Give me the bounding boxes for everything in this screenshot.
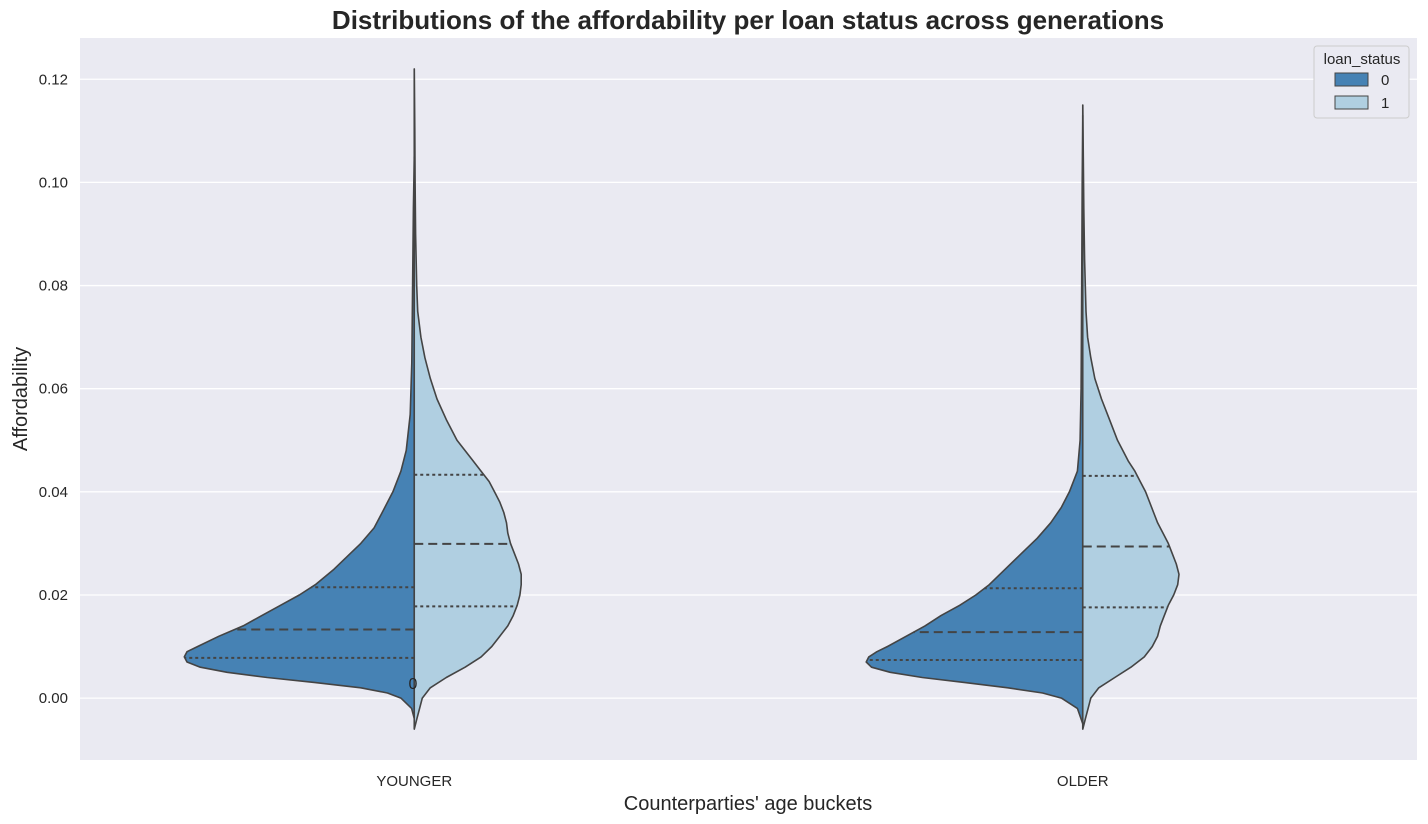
y-tick-0.08: 0.08 — [39, 278, 68, 295]
legend-label-1: 1 — [1381, 95, 1389, 112]
annotation-label: 0 — [409, 676, 418, 693]
violin-older-status-0 — [865, 114, 1084, 725]
gridlines — [80, 78, 1417, 699]
legend-swatch-0 — [1334, 72, 1369, 87]
y-tick-0.02: 0.02 — [39, 587, 68, 604]
legend-label-0: 0 — [1381, 72, 1389, 89]
x-axis-label: Counterparties' age buckets — [624, 793, 872, 815]
violins — [183, 68, 1180, 730]
y-tick-0.12: 0.12 — [39, 71, 68, 88]
y-tick-0.06: 0.06 — [39, 381, 68, 398]
legend: loan_status 0 1 — [1313, 45, 1410, 119]
y-tick-0.00: 0.00 — [39, 690, 68, 707]
x-tick-younger: YOUNGER — [376, 773, 452, 790]
x-tick-older: OLDER — [1057, 773, 1109, 790]
violin-younger-status-1 — [413, 68, 522, 730]
violin-younger-status-0 — [183, 155, 416, 720]
x-tick-labels: YOUNGER OLDER — [376, 773, 1108, 790]
legend-swatch-1 — [1334, 95, 1369, 110]
violin-older-status-1 — [1081, 104, 1180, 730]
y-tick-0.04: 0.04 — [39, 484, 68, 501]
legend-title: loan_status — [1324, 51, 1401, 68]
chart-title: Distributions of the affordability per l… — [331, 5, 1165, 35]
y-axis-label: Affordability — [10, 347, 32, 451]
y-tick-labels: 0.00 0.02 0.04 0.06 0.08 0.10 0.12 — [39, 71, 68, 707]
y-tick-0.10: 0.10 — [39, 174, 68, 191]
